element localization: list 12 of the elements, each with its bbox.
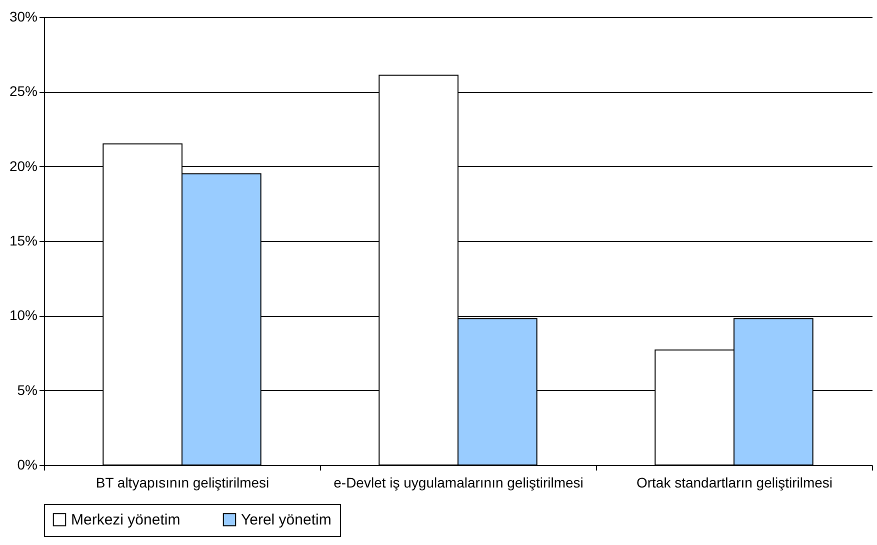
x-tick-label: e-Devlet iş uygulamalarının geliştirilmesi (334, 474, 584, 490)
y-tick-label: 25% (9, 83, 38, 100)
legend-label: Yerel yönetim (241, 512, 332, 529)
y-tick-label: 15% (9, 232, 38, 248)
y-tick-label: 10% (9, 307, 38, 324)
y-tick-label: 20% (9, 158, 38, 174)
x-tick-label: Ortak standartların geliştirilmesi (636, 474, 833, 490)
y-tick-label: 5% (17, 382, 38, 398)
x-tick-label: BT altyapısının geliştirilmesi (96, 474, 270, 490)
y-tick-label: 0% (17, 456, 38, 472)
y-tick-label: 30% (9, 8, 38, 24)
legend-label: Merkezi yönetim (71, 512, 180, 529)
